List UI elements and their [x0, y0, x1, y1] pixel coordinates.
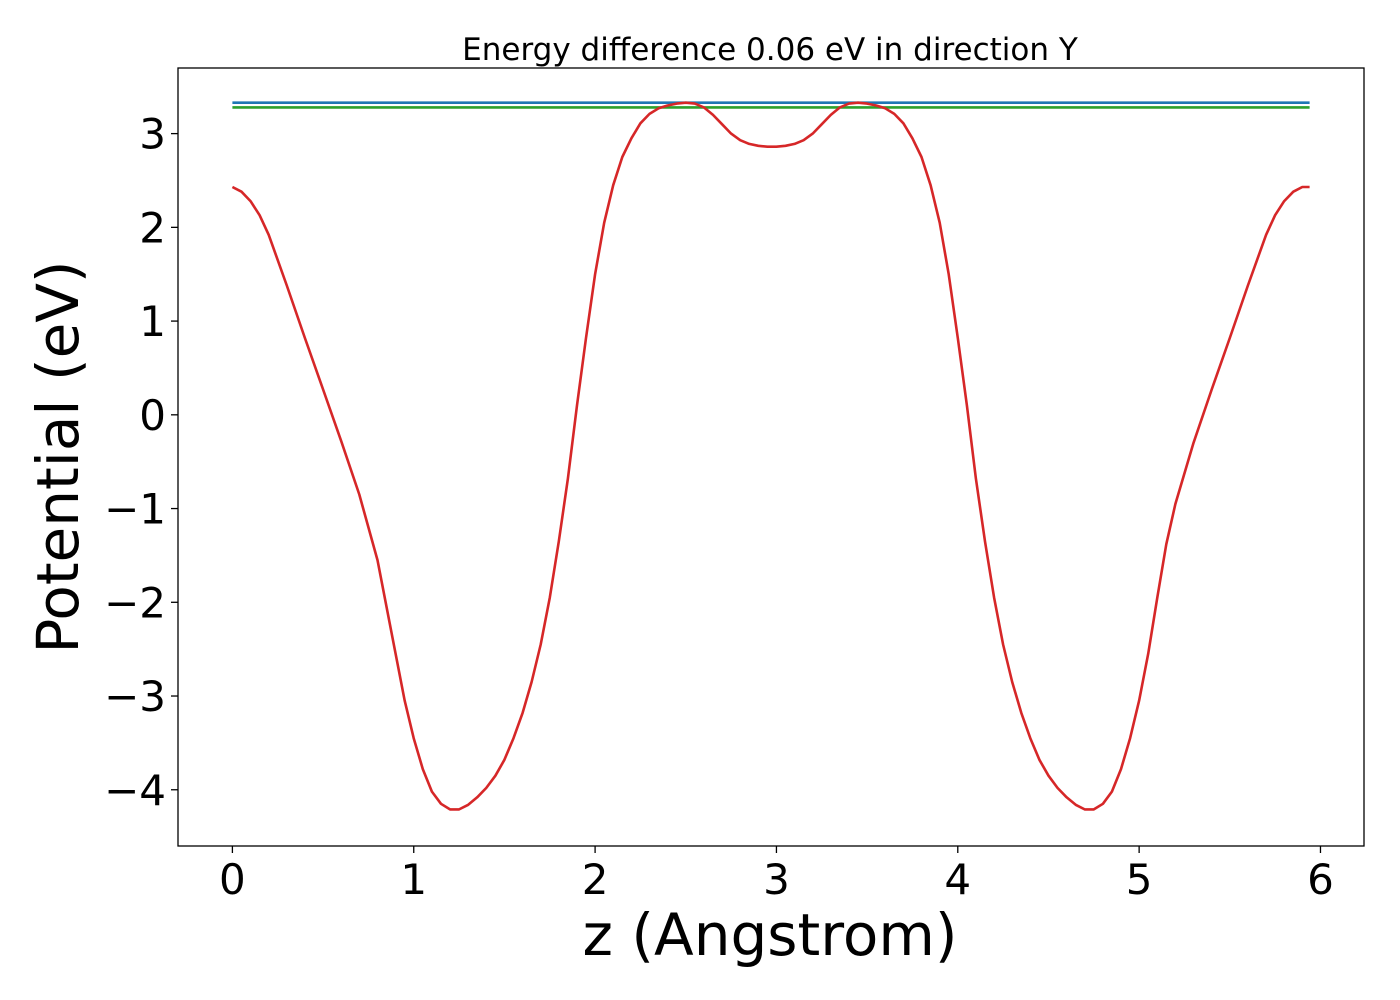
y-axis: −4 −3 −2 −1 0 1 2 3 — [104, 110, 178, 815]
chart-title: Energy difference 0.06 eV in direction Y — [462, 32, 1078, 68]
y-tick-label: −3 — [104, 672, 166, 721]
x-tick-label: 4 — [944, 855, 971, 904]
y-tick-label: 2 — [139, 203, 166, 252]
x-axis: 0 1 2 3 4 5 6 — [219, 846, 1334, 904]
y-tick-label: −4 — [104, 766, 166, 815]
x-tick-label: 5 — [1126, 855, 1153, 904]
y-tick-label: 0 — [139, 391, 166, 440]
x-tick-label: 3 — [763, 855, 790, 904]
y-tick-label: −2 — [104, 578, 166, 627]
y-axis-label: Potential (eV) — [24, 260, 92, 653]
x-tick-label: 1 — [400, 855, 427, 904]
x-tick-label: 2 — [582, 855, 609, 904]
plot-frame — [177, 67, 1365, 847]
y-tick-label: 1 — [139, 297, 166, 346]
x-tick-label: 0 — [219, 855, 246, 904]
y-tick-label: 3 — [139, 110, 166, 159]
y-tick-label: −1 — [104, 485, 166, 534]
series-line-potential-curve — [231, 101, 1310, 811]
x-axis-label: z (Angstrom) — [583, 901, 958, 969]
x-tick-label: 6 — [1307, 855, 1334, 904]
series-layer — [231, 101, 1310, 811]
